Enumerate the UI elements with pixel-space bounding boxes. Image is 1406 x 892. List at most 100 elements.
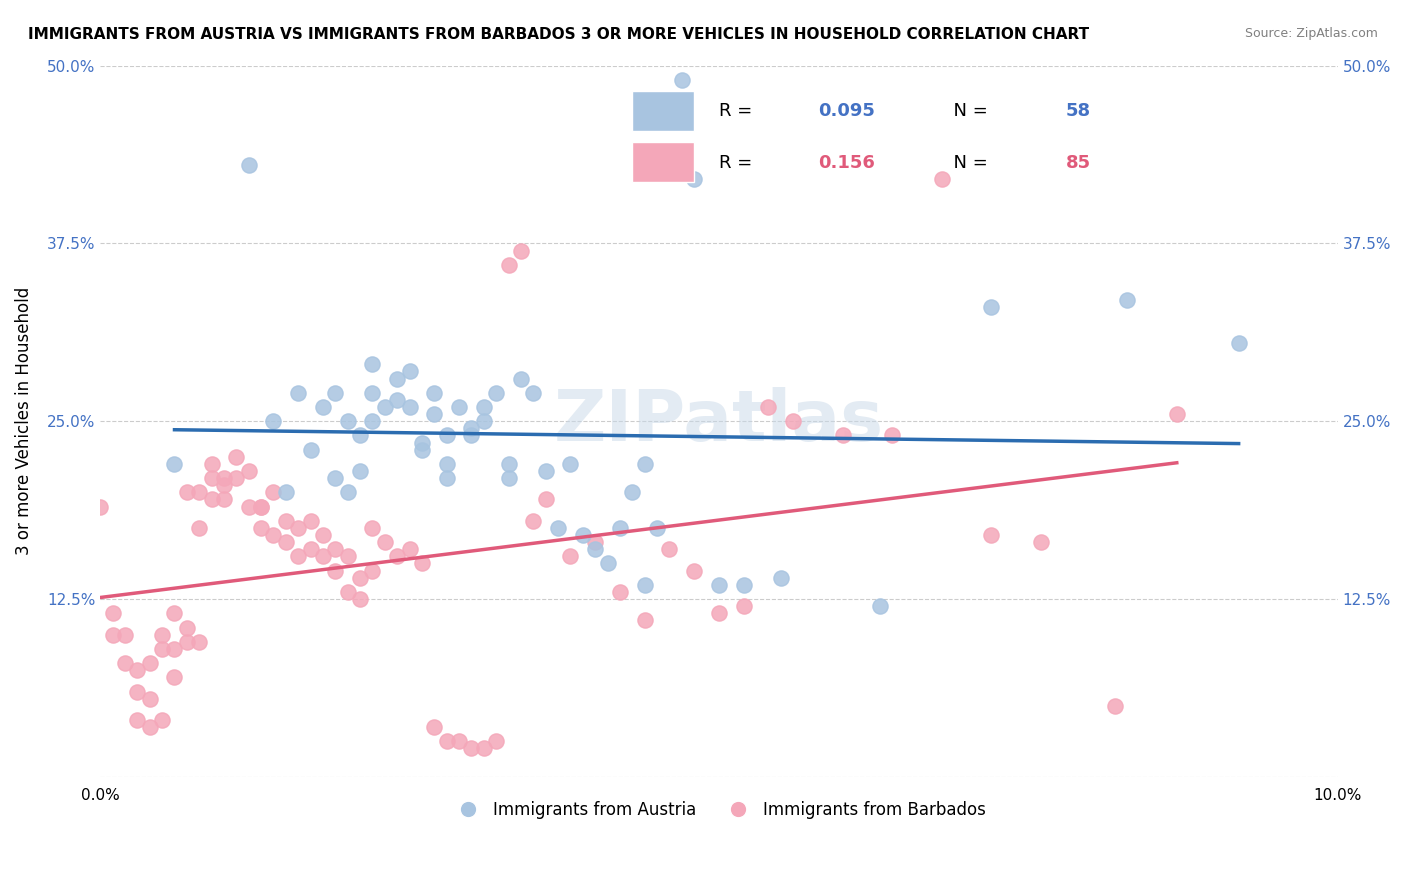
Point [101, 607, 124, 621]
Point [436, 471, 458, 485]
Point [621, 485, 644, 500]
Point [163, 670, 186, 684]
Point [188, 485, 211, 500]
Point [560, 457, 582, 471]
Point [449, 734, 471, 748]
Point [583, 542, 606, 557]
Point [398, 400, 420, 414]
Point [436, 734, 458, 748]
Point [238, 500, 260, 514]
Point [325, 471, 347, 485]
Point [510, 371, 533, 385]
Point [769, 571, 792, 585]
Point [188, 634, 211, 648]
Point [707, 578, 730, 592]
Point [522, 385, 544, 400]
Point [869, 599, 891, 614]
Point [361, 414, 384, 428]
Point [201, 471, 224, 485]
Point [472, 741, 495, 756]
Point [150, 713, 173, 727]
Point [312, 549, 335, 564]
Point [609, 585, 631, 599]
Point [176, 485, 198, 500]
Point [560, 549, 582, 564]
Point [980, 301, 1002, 315]
Point [188, 521, 211, 535]
Text: Source: ZipAtlas.com: Source: ZipAtlas.com [1244, 27, 1378, 40]
Point [498, 457, 520, 471]
Point [658, 542, 681, 557]
Point [387, 371, 409, 385]
Point [150, 641, 173, 656]
Point [287, 521, 309, 535]
Point [411, 557, 433, 571]
Point [583, 535, 606, 549]
Point [150, 627, 173, 641]
Point [287, 549, 309, 564]
Point [645, 521, 668, 535]
Point [572, 528, 595, 542]
Point [238, 158, 260, 172]
Point [411, 435, 433, 450]
Point [1029, 535, 1052, 549]
Point [101, 627, 124, 641]
Point [609, 521, 631, 535]
Point [1166, 407, 1188, 421]
Point [274, 514, 297, 528]
Point [114, 656, 136, 670]
Point [782, 414, 804, 428]
Point [212, 471, 235, 485]
Point [263, 485, 285, 500]
Point [472, 400, 495, 414]
Point [733, 578, 755, 592]
Point [882, 428, 904, 442]
Point [325, 385, 347, 400]
Y-axis label: 3 or more Vehicles in Household: 3 or more Vehicles in Household [15, 287, 32, 556]
Point [423, 720, 446, 734]
Point [299, 442, 322, 457]
Point [163, 457, 186, 471]
Point [634, 578, 657, 592]
Point [349, 571, 371, 585]
Point [758, 400, 780, 414]
Point [733, 599, 755, 614]
Point [336, 549, 359, 564]
Point [361, 385, 384, 400]
Point [212, 492, 235, 507]
Point [634, 457, 657, 471]
Point [931, 172, 953, 186]
Point [449, 400, 471, 414]
Point [312, 528, 335, 542]
Point [460, 421, 482, 435]
Point [980, 528, 1002, 542]
Text: IMMIGRANTS FROM AUSTRIA VS IMMIGRANTS FROM BARBADOS 3 OR MORE VEHICLES IN HOUSEH: IMMIGRANTS FROM AUSTRIA VS IMMIGRANTS FR… [28, 27, 1090, 42]
Point [225, 471, 247, 485]
Text: ZIPatlas: ZIPatlas [554, 387, 884, 456]
Point [349, 592, 371, 607]
Point [423, 407, 446, 421]
Point [336, 585, 359, 599]
Point [423, 385, 446, 400]
Point [831, 428, 853, 442]
Point [361, 521, 384, 535]
Point [114, 627, 136, 641]
Point [634, 614, 657, 628]
Point [534, 464, 557, 478]
Point [436, 428, 458, 442]
Point [387, 549, 409, 564]
Point [485, 734, 508, 748]
Point [498, 471, 520, 485]
Point [127, 713, 149, 727]
Point [460, 741, 482, 756]
Point [1227, 336, 1250, 351]
Point [522, 514, 544, 528]
Point [398, 542, 420, 557]
Point [510, 244, 533, 258]
Point [1116, 293, 1139, 308]
Point [201, 457, 224, 471]
Point [89, 500, 111, 514]
Point [387, 392, 409, 407]
Point [436, 457, 458, 471]
Point [707, 607, 730, 621]
